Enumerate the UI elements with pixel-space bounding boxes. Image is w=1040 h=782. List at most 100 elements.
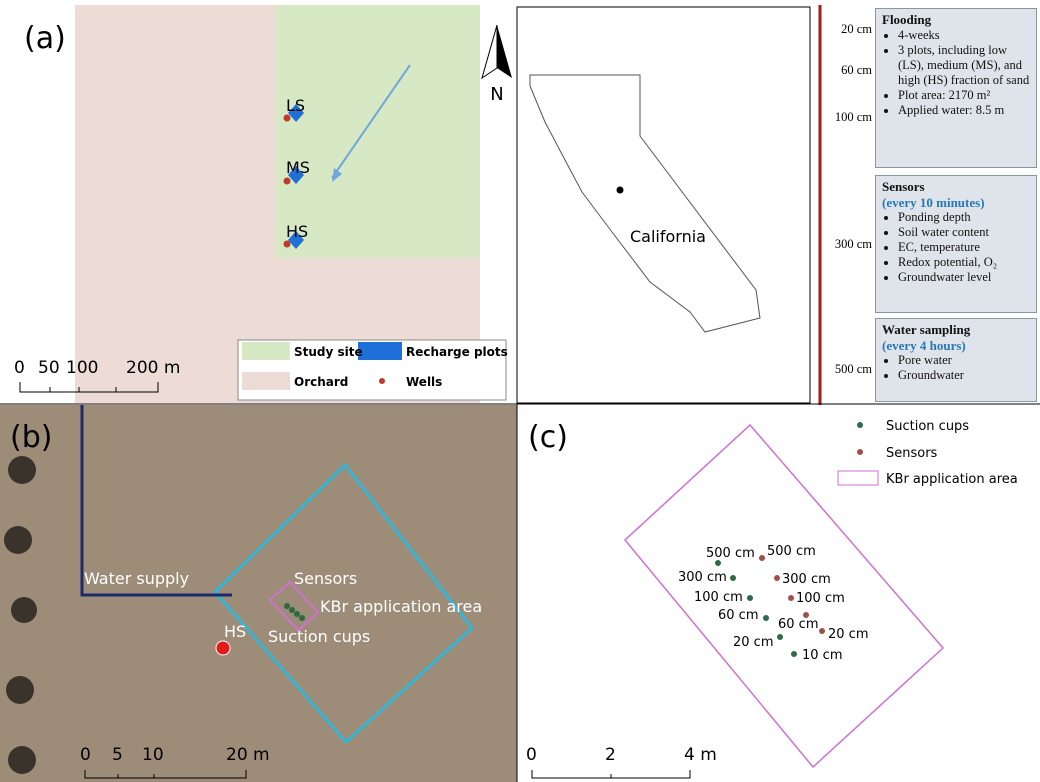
- scale-label: 100: [66, 358, 98, 378]
- cup: [299, 615, 305, 621]
- sensor-label: 20 cm: [828, 627, 869, 642]
- box-item: 4-weeks: [898, 28, 1030, 43]
- cup: [791, 651, 797, 657]
- scale-label: 5: [112, 745, 123, 765]
- site-marker: [617, 187, 624, 194]
- box-subtitle: (every 10 minutes): [882, 195, 1030, 211]
- legend-label: Suction cups: [886, 419, 969, 434]
- sensor: [774, 575, 780, 581]
- scale-label: 0: [526, 745, 537, 765]
- info-box: Water sampling(every 4 hours)Pore waterG…: [875, 318, 1037, 402]
- annotation: Water supply: [84, 569, 189, 588]
- info-box: Sensors(every 10 minutes)Ponding depthSo…: [875, 175, 1037, 313]
- box-subtitle: (every 4 hours): [882, 338, 1030, 354]
- cup: [763, 615, 769, 621]
- legend-label: Orchard: [294, 375, 348, 389]
- scale-label: 50: [38, 358, 60, 378]
- legend-label: Recharge plots: [406, 345, 508, 359]
- scale-label: 0: [14, 358, 25, 378]
- panel-label: (a): [24, 21, 66, 56]
- well: [284, 178, 291, 185]
- figure: LS MS HS (a) N 0 50 100 200 m Study site…: [0, 0, 1040, 782]
- annotation: HS: [224, 622, 246, 641]
- depth-label: 100 cm: [822, 110, 872, 125]
- legend-label: Sensors: [886, 446, 938, 461]
- plot-label: LS: [286, 96, 305, 115]
- study-site: [275, 5, 480, 258]
- box-list: Ponding depthSoil water contentEC, tempe…: [882, 210, 1030, 285]
- sensor: [819, 628, 825, 634]
- sensor-label: 500 cm: [767, 544, 816, 559]
- scale-label: 4 m: [684, 745, 717, 765]
- tree: [4, 526, 32, 554]
- scale-bar: [532, 770, 690, 778]
- scale-label: 2: [605, 745, 616, 765]
- box-title: Water sampling: [882, 322, 1030, 338]
- sensor-label: 300 cm: [782, 572, 831, 587]
- legend-label: Wells: [406, 375, 442, 389]
- north-arrow: [482, 25, 497, 78]
- plot-label: HS: [286, 222, 308, 241]
- box-item: Groundwater level: [898, 270, 1030, 285]
- panel-label: (c): [528, 420, 568, 455]
- cup-label: 10 cm: [802, 648, 843, 663]
- tree: [8, 456, 36, 484]
- tree: [6, 676, 34, 704]
- scale-label: 200 m: [126, 358, 180, 378]
- cup-label: 20 cm: [733, 635, 774, 650]
- box-item: Redox potential, O₂: [898, 255, 1030, 270]
- cup-label: 60 cm: [718, 608, 759, 623]
- sensor: [759, 555, 765, 561]
- box-item: Groundwater: [898, 368, 1030, 383]
- legend-swatch: [242, 342, 290, 360]
- box-item: Ponding depth: [898, 210, 1030, 225]
- depth-labels: 500 cm 300 cm 100 cm 60 cm 20 cm 10 cm 5…: [678, 544, 869, 663]
- legend-label: Study site: [294, 345, 363, 359]
- box-item: Applied water: 8.5 m: [898, 103, 1030, 118]
- scale-label: 0: [80, 745, 91, 765]
- sensor-label: 100 cm: [796, 591, 845, 606]
- tree: [11, 597, 37, 623]
- tree: [8, 746, 36, 774]
- well: [284, 241, 291, 248]
- box-item: Pore water: [898, 353, 1030, 368]
- depth-label: 60 cm: [822, 63, 872, 78]
- cup-label: 100 cm: [694, 590, 743, 605]
- cup-label: 500 cm: [706, 546, 755, 561]
- box-list: 4-weeks3 plots, including low (LS), medi…: [882, 28, 1030, 118]
- depth-label: 20 cm: [822, 22, 872, 37]
- cup: [289, 607, 295, 613]
- sensor-label: 60 cm: [778, 617, 819, 632]
- cup: [747, 595, 753, 601]
- box-item: Soil water content: [898, 225, 1030, 240]
- box-item: EC, temperature: [898, 240, 1030, 255]
- well: [284, 115, 291, 122]
- north-label: N: [490, 84, 503, 105]
- annotation: Suction cups: [268, 627, 370, 646]
- cup: [294, 611, 300, 617]
- sensor: [788, 595, 794, 601]
- legend-swatch: [379, 378, 385, 384]
- cup: [284, 603, 290, 609]
- depth-label: 500 cm: [822, 362, 872, 377]
- cup: [730, 575, 736, 581]
- satellite-image: [0, 405, 517, 782]
- box-item: 3 plots, including low (LS), medium (MS)…: [898, 43, 1030, 88]
- legend-swatch: [857, 422, 863, 428]
- panel-label: (b): [10, 420, 52, 455]
- legend-swatch: [838, 471, 878, 485]
- annotation: Sensors: [294, 569, 357, 588]
- scale-label: 20 m: [226, 745, 270, 765]
- scale-label: 10: [142, 745, 164, 765]
- box-list: Pore waterGroundwater: [882, 353, 1030, 383]
- legend-swatch: [857, 449, 863, 455]
- legend-swatch: [358, 342, 402, 360]
- legend-swatch: [242, 372, 290, 390]
- box-item: Plot area: 2170 m²: [898, 88, 1030, 103]
- cup-label: 300 cm: [678, 570, 727, 585]
- well: [216, 641, 230, 655]
- annotation: KBr application area: [320, 597, 482, 616]
- cup: [777, 634, 783, 640]
- north-arrow: [497, 25, 512, 78]
- box-title: Flooding: [882, 12, 1030, 28]
